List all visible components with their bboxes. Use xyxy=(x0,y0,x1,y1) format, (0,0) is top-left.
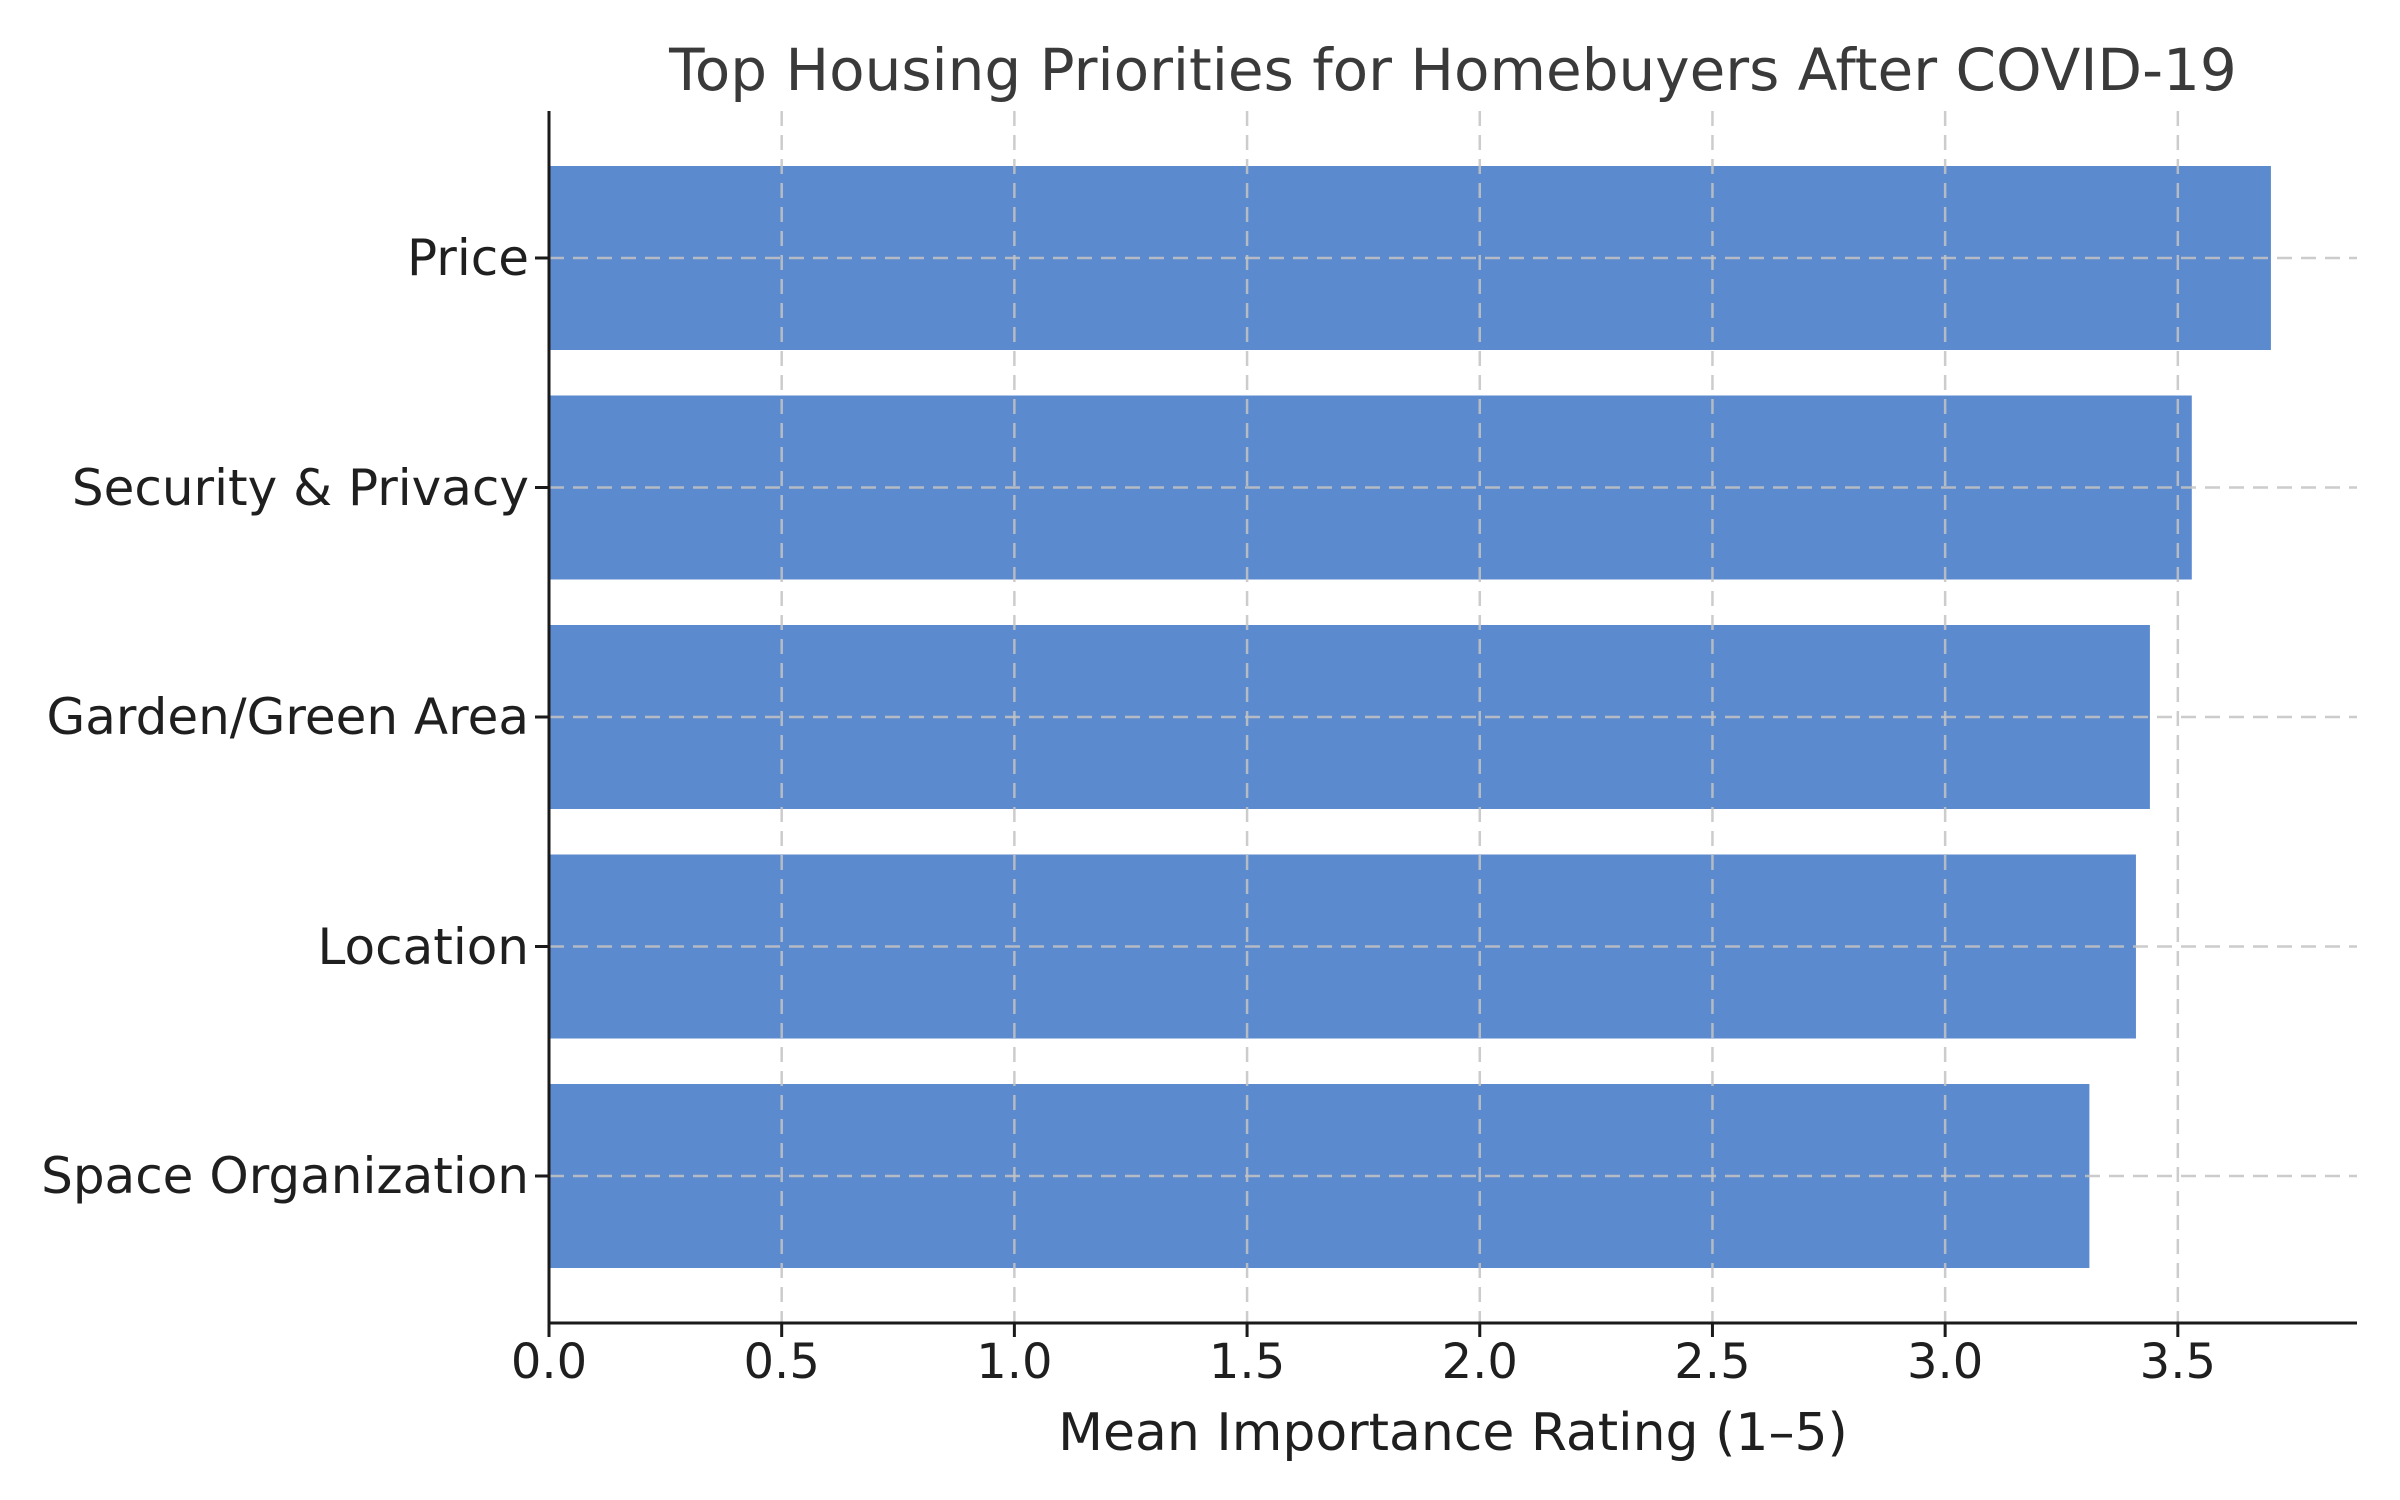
x-tick-label: 2.0 xyxy=(1441,1334,1518,1390)
y-category-label: Price xyxy=(407,229,529,287)
chart-title: Top Housing Priorities for Homebuyers Af… xyxy=(669,36,2237,104)
y-category-label: Garden/Green Area xyxy=(46,688,529,746)
x-tick-label: 2.5 xyxy=(1674,1334,1751,1390)
x-tick-label: 1.5 xyxy=(1208,1334,1286,1390)
bar xyxy=(549,166,2271,350)
x-tick-label: 0.0 xyxy=(510,1334,588,1390)
y-category-label: Space Organization xyxy=(41,1147,529,1205)
x-tick-label: 3.0 xyxy=(1906,1334,1984,1390)
y-category-label: Location xyxy=(317,917,529,976)
x-tick-label: 1.0 xyxy=(976,1334,1053,1390)
y-category-label: Security & Privacy xyxy=(71,458,529,517)
x-tick-label: 0.5 xyxy=(743,1334,820,1390)
x-axis-label: Mean Importance Rating (1–5) xyxy=(1058,1403,1848,1463)
x-tick-label: 3.5 xyxy=(2139,1334,2216,1390)
